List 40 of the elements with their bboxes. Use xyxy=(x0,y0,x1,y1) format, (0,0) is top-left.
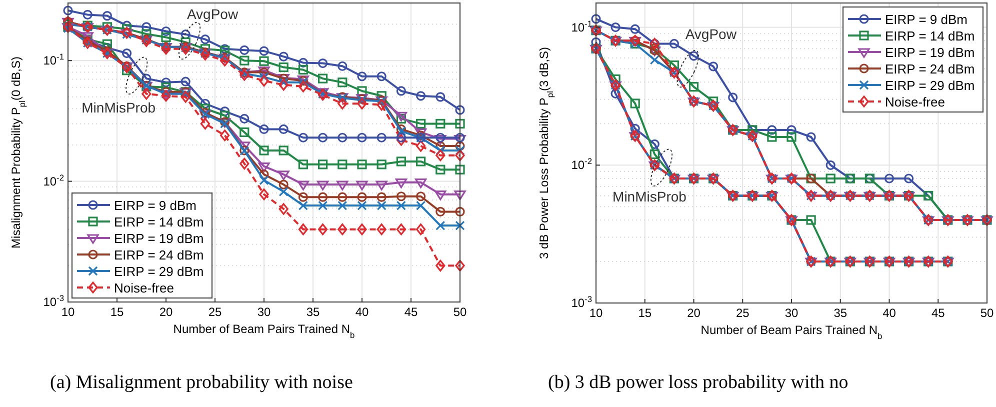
annotation: AvgPow xyxy=(685,26,738,42)
x-tick-label: 45 xyxy=(931,306,946,320)
x-tick-label: 20 xyxy=(687,306,701,320)
x-tick-label: 45 xyxy=(404,305,418,319)
legend-label: EIRP = 14 dBm xyxy=(885,28,975,44)
x-tick-label: 25 xyxy=(736,306,750,320)
annotation: AvgPow xyxy=(186,6,239,22)
x-tick-label: 30 xyxy=(784,306,798,320)
legend-label: EIRP = 24 dBm xyxy=(114,248,204,262)
x-tick-label: 15 xyxy=(110,305,124,319)
y-tick-label: 10$^{-2}$ xyxy=(43,172,64,188)
x-tick-label: 35 xyxy=(306,305,320,319)
x-axis-title: Number of Beam Pairs Trained N$_{b}$ xyxy=(173,322,356,340)
x-tick-label: 15 xyxy=(638,306,652,320)
y-tick-label: 10$^{-1}$ xyxy=(43,52,64,68)
annotation: MinMisProb xyxy=(82,100,156,116)
y-tick-label: 10$^{-2}$ xyxy=(571,156,592,172)
legend-label: EIRP = 24 dBm xyxy=(885,62,975,76)
legend-label: EIRP = 9 dBm xyxy=(885,12,968,27)
legend-label: Noise-free xyxy=(114,280,174,296)
text: (b) 3 dB power loss probability with no xyxy=(548,372,848,393)
x-tick-label: 25 xyxy=(208,305,222,319)
x-tick-label: 30 xyxy=(257,305,271,319)
legend-label: EIRP = 29 dBm xyxy=(114,264,204,279)
legend-label: EIRP = 14 dBm xyxy=(114,214,204,230)
legend-label: EIRP = 19 dBm xyxy=(114,231,204,246)
x-tick-label: 40 xyxy=(355,305,369,319)
annotation: MinMisProb xyxy=(612,188,687,205)
legend-label: EIRP = 19 dBm xyxy=(885,45,975,60)
x-tick-label: 50 xyxy=(980,306,994,320)
text: (a) Misalignment probability with noise xyxy=(50,372,353,393)
legend-label: EIRP = 29 dBm xyxy=(885,78,975,93)
x-tick-label: 40 xyxy=(882,306,896,320)
x-axis-title: Number of Beam Pairs Trained N$_{b}$ xyxy=(700,323,883,341)
legend-label: EIRP = 9 dBm xyxy=(114,198,196,213)
y-tick-label: 10$^{-1}$ xyxy=(571,18,592,34)
x-tick-label: 50 xyxy=(453,305,467,319)
x-tick-label: 20 xyxy=(159,305,173,319)
legend-label: Noise-free xyxy=(885,94,945,110)
x-tick-label: 35 xyxy=(834,306,848,320)
